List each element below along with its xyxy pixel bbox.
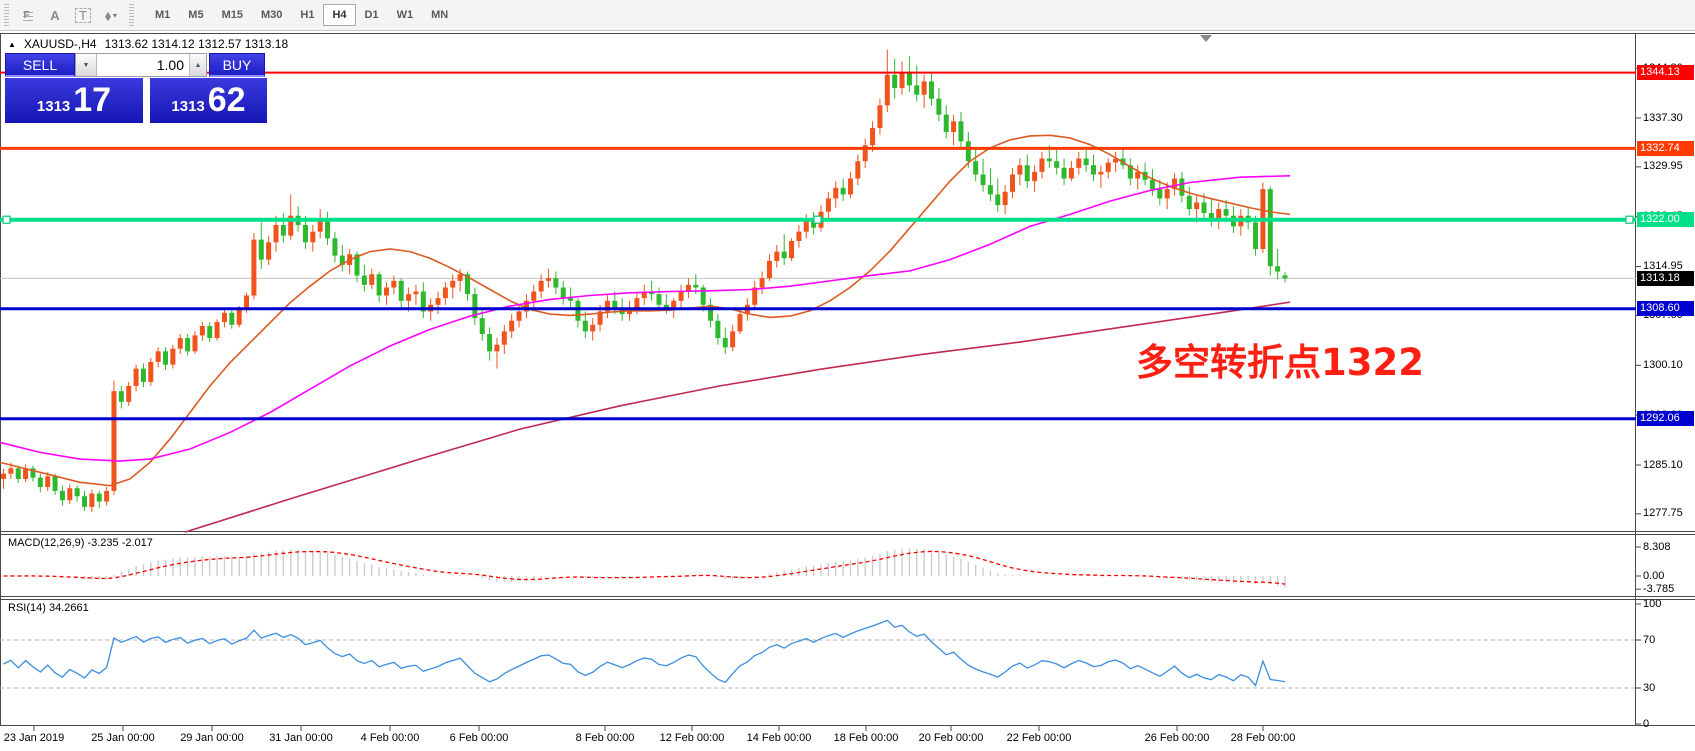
trade-panel: SELL ▼ ▲ BUY 1313 17 1313 62 bbox=[5, 53, 267, 123]
timeframe-bar: M1 M5 M15 M30 H1 H4 D1 W1 MN bbox=[146, 4, 457, 26]
rsi-line bbox=[3, 619, 1286, 687]
toolbar: F A T ⬧ ▾ M1 M5 M15 M30 H1 H4 D1 W1 MN bbox=[0, 0, 1695, 31]
tab-timeframe-m30[interactable]: M30 bbox=[260, 9, 283, 21]
shapes-tool-icon[interactable]: ⬧ ▾ bbox=[99, 4, 123, 26]
tab-timeframe-d1[interactable]: D1 bbox=[364, 9, 379, 21]
volume-stepper: ▼ ▲ bbox=[75, 53, 207, 77]
tab-timeframe-h1[interactable]: H1 bbox=[300, 9, 315, 21]
toolbar-grip[interactable] bbox=[4, 4, 9, 26]
scroll-marker-icon[interactable] bbox=[1200, 35, 1212, 42]
fibonacci-tool-icon[interactable]: F bbox=[15, 4, 39, 26]
tab-timeframe-h4[interactable]: H4 bbox=[323, 4, 356, 26]
text-tool-glyph: T bbox=[75, 7, 91, 23]
symbol-label: XAUUSD-,H4 bbox=[23, 37, 97, 51]
fibonacci-tool-glyph: F bbox=[21, 9, 33, 21]
volume-input[interactable] bbox=[97, 54, 189, 76]
macd-label: MACD(12,26,9) -3.235 -2.017 bbox=[8, 537, 153, 549]
volume-increase-icon[interactable]: ▲ bbox=[189, 54, 206, 76]
line-handle[interactable] bbox=[813, 215, 822, 224]
buy-button[interactable]: BUY bbox=[209, 53, 265, 77]
buy-price-big: 62 bbox=[207, 81, 246, 119]
rsi-label: RSI(14) 34.2661 bbox=[8, 602, 89, 614]
toolbar-grip[interactable] bbox=[129, 4, 134, 26]
sell-price-big: 17 bbox=[73, 81, 112, 119]
tab-timeframe-w1[interactable]: W1 bbox=[396, 9, 414, 21]
tab-timeframe-m15[interactable]: M15 bbox=[221, 9, 243, 21]
sell-price-box[interactable]: 1313 17 bbox=[5, 78, 143, 123]
tab-timeframe-mn[interactable]: MN bbox=[431, 9, 449, 21]
line-handle[interactable] bbox=[2, 215, 11, 224]
ohlc-values: 1313.62 1314.12 1312.57 1313.18 bbox=[104, 37, 289, 51]
chart-annotation-text[interactable]: 多空转折点1322 bbox=[1136, 341, 1424, 384]
line-handle[interactable] bbox=[1625, 215, 1634, 224]
drawing-tools: F A T ⬧ ▾ bbox=[13, 4, 125, 26]
chart-title: ▲ XAUUSD-,H4 1313.62 1314.12 1312.57 131… bbox=[8, 37, 288, 51]
buy-price-small: 1313 bbox=[171, 98, 205, 115]
buy-price-box[interactable]: 1313 62 bbox=[150, 78, 267, 123]
volume-decrease-icon[interactable]: ▼ bbox=[76, 54, 97, 76]
text-label-tool-icon[interactable]: A bbox=[43, 4, 67, 26]
dropdown-caret-icon[interactable]: ▾ bbox=[112, 10, 117, 20]
collapse-icon[interactable]: ▲ bbox=[8, 39, 16, 49]
ma-fast bbox=[0, 134, 1291, 487]
ma-slow bbox=[184, 301, 1291, 533]
shapes-tool-glyph: ⬧ bbox=[105, 7, 111, 23]
text-label-tool-glyph: A bbox=[50, 7, 60, 23]
sell-button[interactable]: SELL bbox=[5, 53, 75, 77]
tab-timeframe-m5[interactable]: M5 bbox=[188, 9, 204, 21]
tab-timeframe-m1[interactable]: M1 bbox=[155, 9, 171, 21]
text-tool-icon[interactable]: T bbox=[71, 4, 95, 26]
sell-price-small: 1313 bbox=[36, 98, 71, 115]
